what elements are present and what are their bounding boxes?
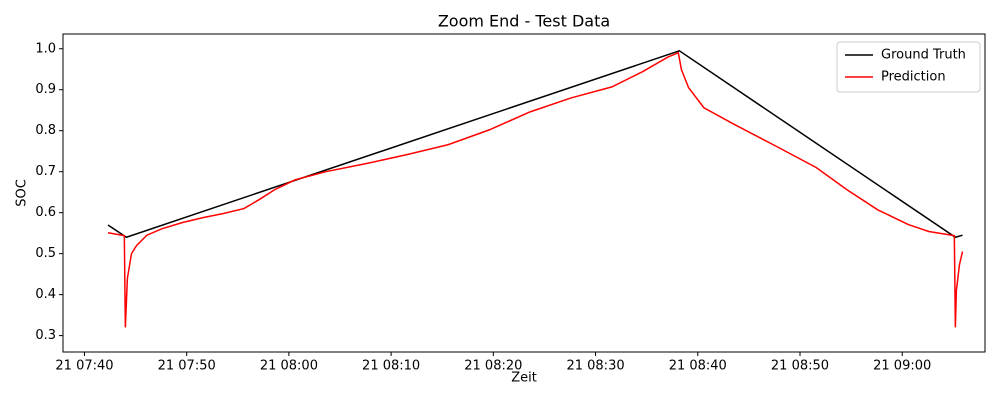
y-tick-label: 1.0 (35, 41, 56, 56)
x-tick-label: 21 07:50 (158, 359, 216, 374)
x-tick-label: 21 08:40 (669, 359, 727, 374)
y-tick-label: 0.9 (35, 82, 56, 97)
y-tick-label: 0.6 (35, 205, 56, 220)
y-tick-label: 0.7 (35, 164, 56, 179)
x-tick-label: 21 08:20 (464, 359, 522, 374)
x-tick-label: 21 08:30 (566, 359, 624, 374)
x-tick-label: 21 07:40 (55, 359, 113, 374)
chart-title: Zoom End - Test Data (438, 12, 610, 31)
x-tick-label: 21 08:10 (362, 359, 420, 374)
line-series (107, 49, 963, 239)
x-tick-label: 21 08:50 (771, 359, 829, 374)
y-tick-label: 0.4 (35, 287, 56, 302)
y-tick-label: 0.5 (35, 246, 56, 261)
legend-label: Prediction (881, 70, 946, 85)
x-tick-label: 21 09:00 (873, 359, 931, 374)
y-tick-label: 0.8 (35, 123, 56, 138)
y-axis-label: SOC (15, 179, 30, 207)
x-axis-label: Zeit (511, 371, 537, 386)
line-series (107, 51, 964, 328)
x-tick-label: 21 08:00 (260, 359, 318, 374)
plot-frame (62, 33, 986, 353)
y-tick-label: 0.3 (35, 328, 56, 343)
legend-label: Ground Truth (881, 48, 966, 63)
